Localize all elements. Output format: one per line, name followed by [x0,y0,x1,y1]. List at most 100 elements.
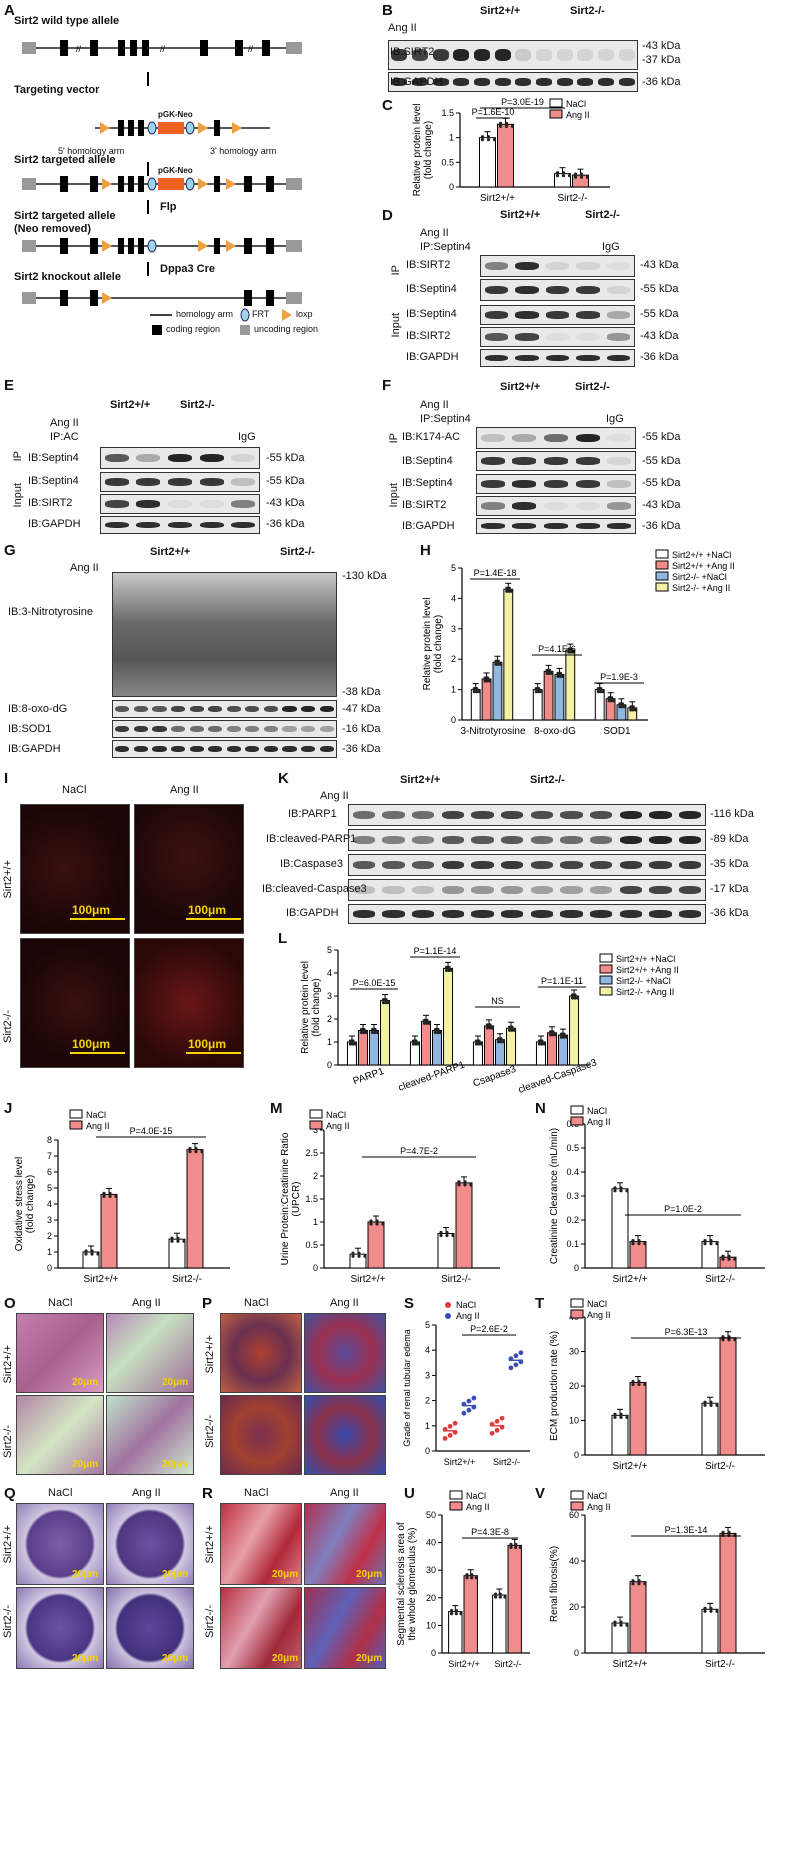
d-row-2: IB:Septin4 [406,308,457,320]
r-micro-0 [220,1503,302,1585]
blot-band [441,910,465,918]
legend-swatch [449,1501,463,1511]
data-point [369,1219,373,1223]
data-point [619,1186,623,1190]
scatter-point [471,1395,477,1401]
blot-band [678,861,702,869]
data-point [631,1382,635,1387]
blot-band [589,836,613,844]
data-point [414,1042,418,1046]
k-blot-4 [348,904,706,924]
k-row-4: IB:GAPDH [286,907,339,919]
data-point [194,1147,198,1151]
blot-band [484,311,508,319]
y-tick-label: 0 [449,182,454,192]
legend-swatch [309,1109,323,1119]
data-point [575,996,580,1000]
data-point [176,1239,180,1243]
svg-text://: // [160,44,166,54]
data-point [703,1239,707,1243]
data-point [373,1030,377,1035]
data-point [188,1150,192,1154]
g-ko-header: Sirt2-/- [280,546,315,558]
o-micro-1 [106,1313,194,1393]
o-micro-3 [106,1395,194,1475]
y-tick-label: 30 [569,1347,579,1357]
y-tick-label: 40 [426,1538,436,1548]
legend-label: NaCl [587,1491,607,1501]
blot-band [231,478,256,486]
i-scale-2: 100μm [188,903,227,917]
blot-band [607,502,632,510]
o-micro-0 [16,1313,104,1393]
legend-label: Sirt2+/+ +Ang II [672,561,735,571]
data-point [631,1242,635,1246]
scatter-point [513,1362,519,1368]
data-point [620,705,625,709]
blot-band [245,745,260,753]
q-col-1: Ang II [132,1487,161,1499]
blot-band [607,262,631,270]
y-tick-label: 20 [569,1602,579,1612]
k-blot-2 [348,854,706,876]
y-tick-label: 60 [569,1510,579,1520]
data-point [561,171,566,175]
blot-band [199,454,224,462]
e-row-2: IB:SIRT2 [28,497,73,509]
bar [507,1544,522,1654]
blot-band [245,705,260,713]
k-wt-header: Sirt2+/+ [400,774,441,786]
bar [492,1594,507,1654]
e-size-1: -55 kDa [266,475,305,487]
legend-label: NaCl [456,1300,476,1310]
data-point [353,1042,358,1046]
legend-swatch [69,1120,83,1130]
o-row-0: Sirt2+/+ [2,1345,14,1384]
blot-band [199,521,224,529]
blot-band [189,745,204,753]
data-point [188,1147,192,1151]
x-tick-label: Sirt2-/- [493,1457,520,1467]
panel-b: B Sirt2+/+ Sirt2-/- Ang II IB:SIRT2 IB:G… [380,0,800,95]
f-size-2: -55 kDa [642,477,681,489]
row-label-gapdh: IB:GAPDH [390,76,443,88]
bar [369,1030,380,1066]
legend-swatch [445,1302,451,1308]
panel-f: F Sirt2+/+ Sirt2-/- Ang II IP:Septin4 Ig… [380,375,800,535]
data-point [709,1242,713,1246]
blot-band [136,478,161,486]
e-blot-3 [100,494,260,514]
x-tick-label: Sirt2+/+ [83,1274,118,1285]
blot-band [136,521,161,529]
i-micro-wt-nacl [20,804,130,934]
panel-p-label: P [202,1295,213,1312]
data-point [703,1400,707,1404]
blot-band [678,811,702,819]
data-point [505,589,509,593]
data-point [551,1030,555,1034]
panel-n-label: N [535,1100,546,1117]
panel-c-label: C [382,97,393,114]
p-value: P=6.0E-15 [353,978,396,988]
panel-g: G Sirt2+/+ Sirt2-/- Ang II IB:3-Nitrotyr… [0,540,420,765]
i-micro-ko-nacl [20,938,130,1068]
blot-band [577,78,594,86]
data-point [496,1037,501,1041]
bar [437,1233,455,1269]
ko-header: Sirt2-/- [570,5,605,17]
data-point [498,1592,502,1596]
y-tick-label: 3 [47,1215,52,1225]
data-point [623,705,627,709]
data-point [507,1028,512,1032]
data-point [488,1026,492,1030]
blot-band [104,521,129,529]
data-point [559,1032,564,1036]
g-blot-nitro [112,572,337,697]
y-tick-label: 50 [426,1510,436,1520]
legend-swatch [599,975,613,985]
panel-h: H 0 1 2 3 4 5 3-Nitrotyrosine 8-oxo-dG SOD1 Relat… [420,540,800,765]
blot-band [382,861,405,869]
blot-band [231,500,256,508]
data-point [457,1180,461,1184]
